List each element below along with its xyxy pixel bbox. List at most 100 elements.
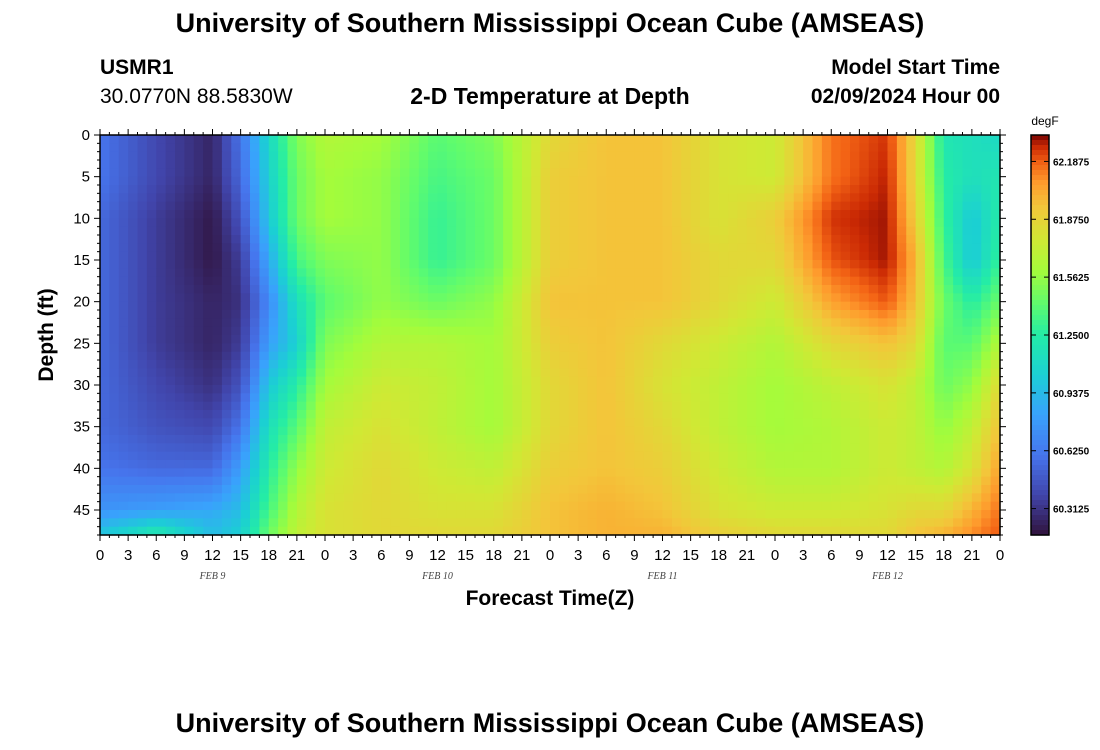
heatmap-cell: [278, 318, 289, 328]
heatmap-cell: [878, 343, 889, 353]
heatmap-cell: [625, 243, 635, 253]
heatmap-cell: [146, 293, 157, 303]
heatmap-cell: [259, 518, 270, 528]
heatmap-cell: [278, 210, 289, 219]
heatmap-cell: [887, 426, 898, 436]
heatmap-cell: [484, 201, 495, 211]
heatmap-cell: [662, 168, 673, 178]
heatmap-cell: [634, 185, 645, 194]
heatmap-cell: [587, 451, 598, 461]
heatmap-cell: [175, 510, 185, 519]
heatmap-cell: [475, 318, 485, 328]
heatmap-cell: [784, 168, 795, 178]
heatmap-cell: [512, 201, 523, 211]
heatmap-cell: [671, 210, 682, 219]
heatmap-cell: [100, 368, 110, 378]
x-tick-label: 12: [654, 547, 671, 564]
heatmap-cell: [765, 510, 776, 519]
heatmap-cell: [409, 285, 420, 294]
heatmap-cell: [193, 368, 204, 378]
heatmap-cell: [146, 418, 157, 428]
heatmap-cell: [315, 143, 326, 153]
heatmap-cell: [137, 160, 148, 169]
heatmap-cell: [100, 426, 110, 436]
heatmap-cell: [390, 385, 401, 394]
heatmap-cell: [943, 418, 954, 428]
heatmap-cell: [278, 335, 289, 344]
heatmap-cell: [671, 235, 682, 244]
heatmap-cell: [671, 326, 682, 336]
heatmap-cell: [334, 176, 345, 186]
heatmap-cell: [634, 326, 645, 336]
heatmap-cell: [109, 518, 120, 528]
heatmap-cell: [971, 210, 982, 219]
heatmap-cell: [634, 160, 645, 169]
heatmap-cell: [503, 376, 514, 386]
heatmap-cell: [418, 410, 429, 419]
heatmap-cell: [184, 260, 195, 269]
heatmap-cell: [493, 435, 504, 444]
heatmap-cell: [943, 510, 954, 519]
heatmap-cell: [390, 335, 401, 344]
heatmap-cell: [615, 443, 626, 453]
heatmap-cell: [953, 443, 964, 453]
heatmap-cell: [878, 426, 889, 436]
heatmap-cell: [868, 218, 879, 228]
heatmap-cell: [587, 318, 598, 328]
heatmap-cell: [231, 426, 242, 436]
heatmap-cell: [943, 251, 954, 261]
heatmap-cell: [212, 493, 223, 503]
heatmap-cell: [868, 160, 879, 169]
heatmap-cell: [221, 135, 232, 144]
heatmap-cell: [784, 135, 795, 144]
heatmap-cell: [268, 360, 279, 369]
heatmap-cell: [428, 318, 439, 328]
heatmap-cell: [625, 310, 635, 319]
heatmap-cell: [559, 426, 570, 436]
heatmap-cell: [634, 368, 645, 378]
heatmap-cell: [681, 476, 692, 486]
heatmap-cell: [718, 151, 729, 161]
heatmap-cell: [493, 201, 504, 211]
heatmap-cell: [259, 368, 270, 378]
heatmap-cell: [221, 401, 232, 411]
heatmap-cell: [343, 343, 354, 353]
heatmap-cell: [325, 168, 335, 178]
heatmap-cell: [315, 518, 326, 528]
heatmap-cell: [418, 460, 429, 469]
heatmap-cell: [493, 301, 504, 311]
heatmap-cell: [371, 193, 382, 203]
heatmap-cell: [971, 385, 982, 394]
heatmap-cell: [775, 501, 785, 511]
heatmap-cell: [118, 160, 129, 169]
heatmap-cell: [409, 243, 420, 253]
heatmap-cell: [212, 526, 223, 536]
heatmap-cell: [390, 176, 401, 186]
heatmap-cell: [250, 168, 260, 178]
heatmap-cell: [765, 318, 776, 328]
heatmap-cell: [653, 385, 664, 394]
heatmap-cell: [784, 351, 795, 361]
heatmap-cell: [193, 343, 204, 353]
colorbar-swatch: [1031, 185, 1049, 191]
heatmap-cell: [596, 301, 607, 311]
heatmap-cell: [746, 251, 757, 261]
heatmap-cell: [812, 418, 823, 428]
heatmap-cell: [887, 251, 898, 261]
heatmap-cell: [821, 518, 832, 528]
heatmap-cell: [756, 243, 767, 253]
x-tick-label: 9: [630, 547, 638, 564]
heatmap-cell: [231, 493, 242, 503]
heatmap-cell: [568, 185, 579, 194]
heatmap-cell: [287, 510, 298, 519]
heatmap-cell: [821, 476, 832, 486]
heatmap-cell: [700, 168, 710, 178]
heatmap-cell: [728, 235, 739, 244]
heatmap-cell: [109, 493, 120, 503]
heatmap-cell: [850, 210, 860, 219]
day-label: FEB 12: [871, 571, 903, 582]
heatmap-cell: [203, 376, 214, 386]
heatmap-cell: [531, 326, 542, 336]
heatmap-cell: [118, 135, 129, 144]
heatmap-cell: [409, 160, 420, 169]
